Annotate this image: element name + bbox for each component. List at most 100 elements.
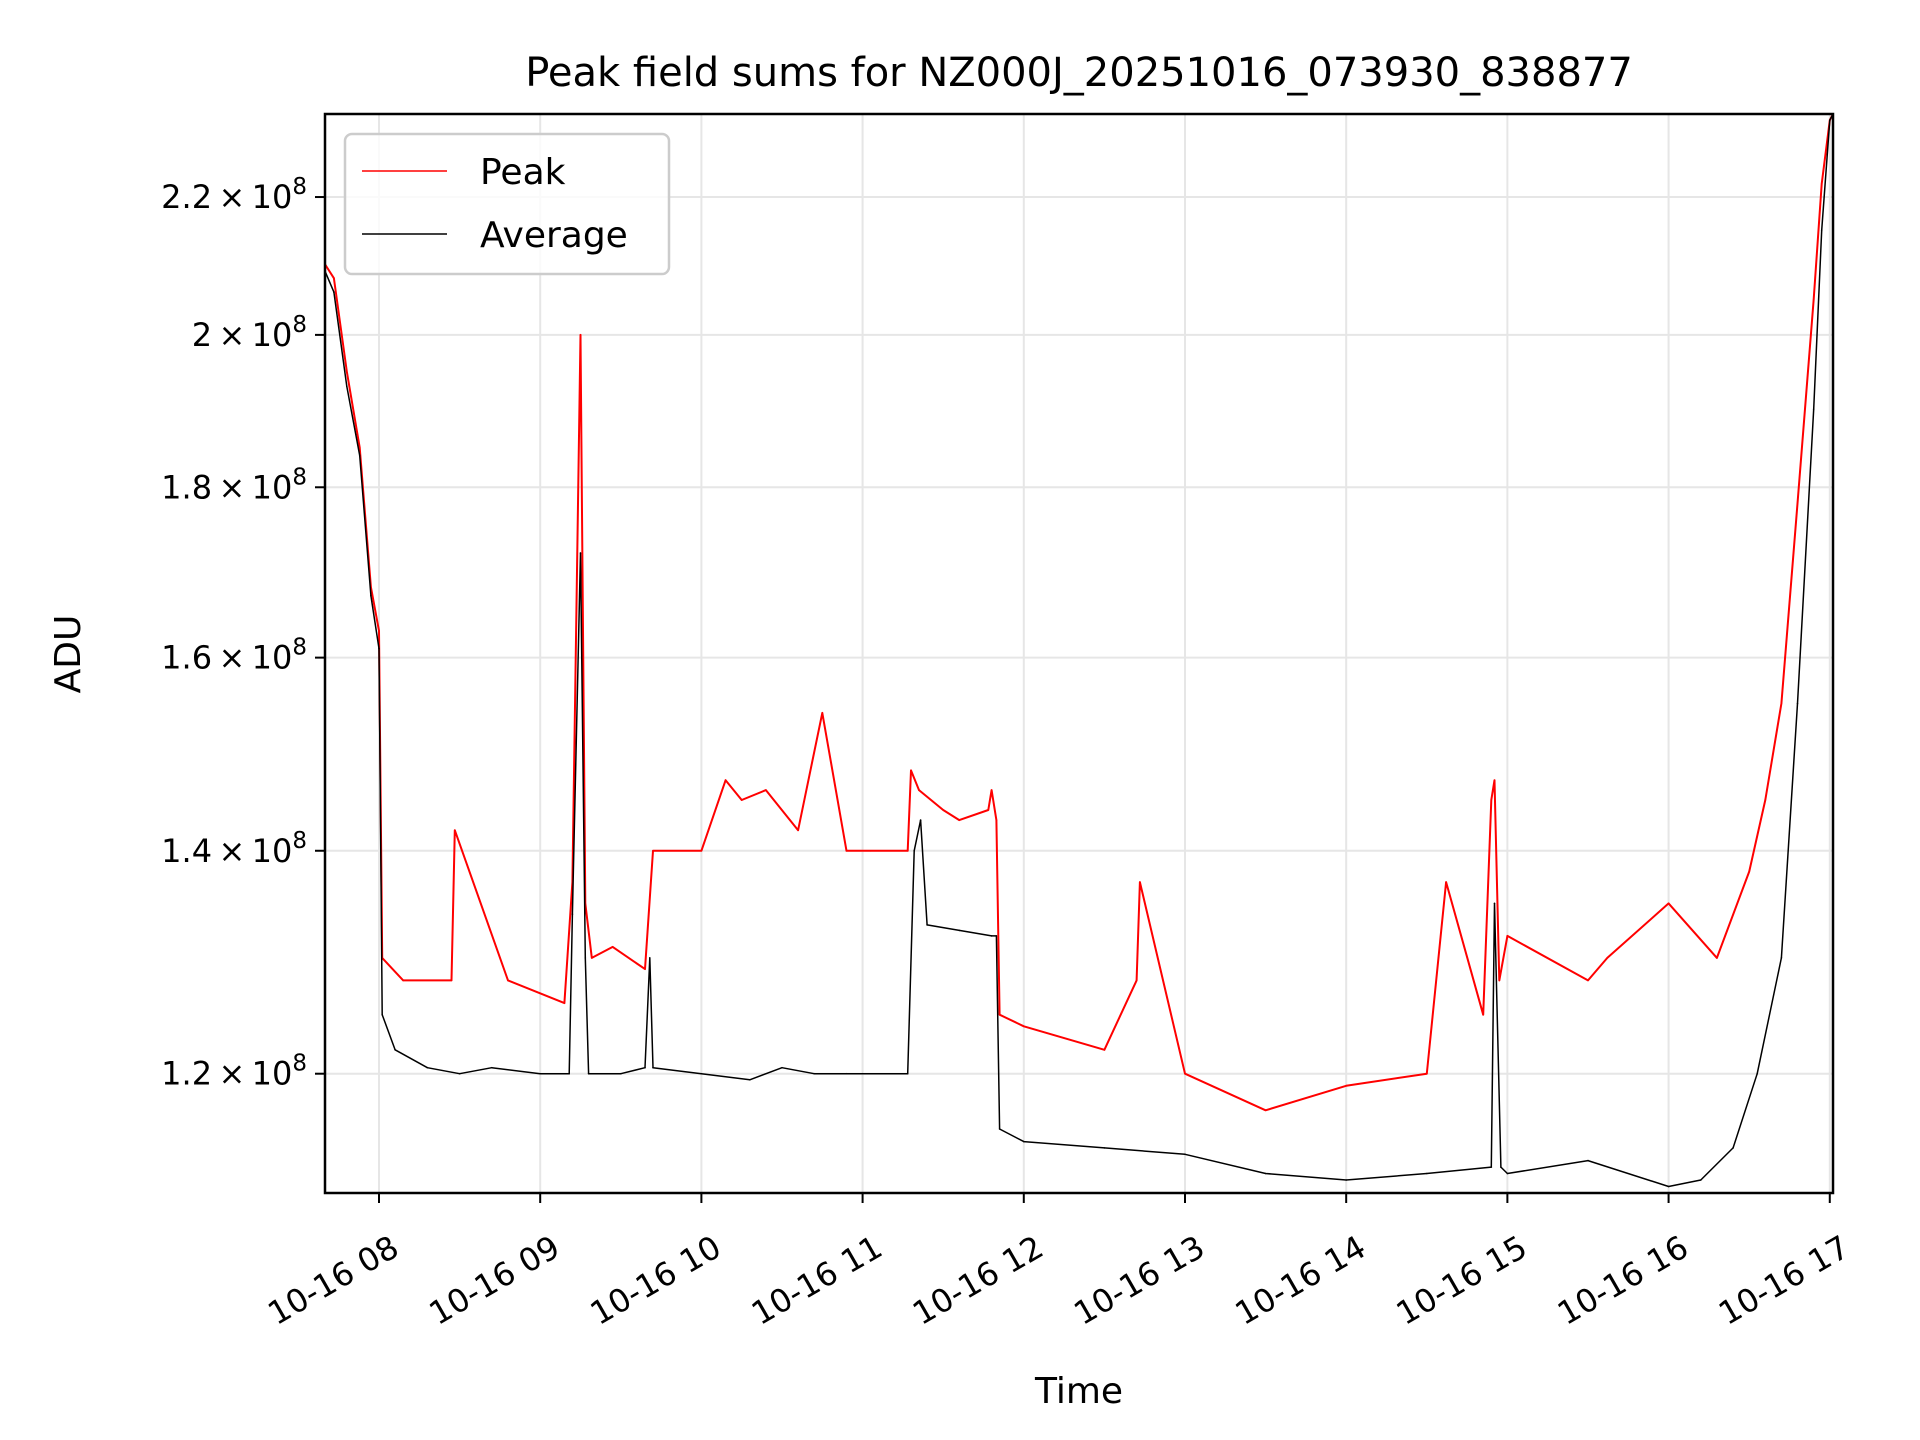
series-point-peak [378, 630, 380, 632]
series-point-average [346, 385, 348, 388]
series-point-average [1103, 1147, 1106, 1149]
series-point-average [995, 935, 998, 937]
series-point-peak [845, 850, 848, 852]
y-axis: 1.2 × 108 1.4 × 108 1.6 × 108 1.8 × 108 2 × … [161, 174, 325, 1093]
series-point-average [1490, 1166, 1493, 1168]
series-point-average [1829, 119, 1831, 121]
series-point-average [1023, 1140, 1025, 1143]
series-point-peak [450, 979, 453, 982]
series-point-average [1493, 902, 1496, 905]
series-point-peak [579, 334, 582, 336]
series-point-peak [1139, 881, 1141, 883]
legend-average-label: Average [480, 215, 628, 256]
series-point-peak [507, 979, 509, 982]
series-point-average [394, 1049, 396, 1051]
series-point-peak [1184, 1072, 1186, 1075]
series-point-peak [1498, 979, 1501, 982]
series-point-average [1780, 957, 1783, 959]
series-line-peak [325, 114, 1833, 1112]
series-point-average [1506, 1172, 1509, 1175]
series-point-peak [990, 789, 993, 791]
series-point-average [584, 957, 587, 959]
series-point-peak [1345, 1085, 1347, 1087]
series-point-average [539, 1072, 541, 1075]
legend-box [343, 132, 671, 276]
series-point-peak [1796, 502, 1799, 505]
series-point-average [926, 924, 928, 926]
series-point-peak [1667, 902, 1670, 905]
series-point-average [579, 552, 582, 554]
series-point-average [358, 454, 361, 457]
chart-title: Peak field sums for NZ000J_20251016_0739… [525, 50, 1633, 96]
y-tick-label: 1.6 × 108 [161, 635, 307, 677]
series-line-average [325, 114, 1833, 1188]
series-point-peak [740, 799, 743, 801]
series-point-peak [724, 779, 727, 781]
series-point-average [813, 1072, 815, 1075]
series-point-peak [1264, 1109, 1267, 1112]
series-point-peak [454, 829, 456, 831]
series-point-peak [1023, 1025, 1025, 1028]
legend-peak-label: Peak [480, 152, 566, 193]
series-point-average [998, 1128, 1001, 1130]
legend: Peak Average [343, 132, 671, 276]
y-tick-label: 2.2 × 108 [161, 174, 307, 216]
series-point-average [458, 1072, 461, 1075]
series-point-peak [1506, 935, 1509, 937]
series-point-peak [1764, 799, 1767, 801]
series-point-average [1264, 1172, 1267, 1175]
series-point-average [1796, 702, 1799, 705]
series-point-average [1587, 1159, 1589, 1162]
series-point-peak [700, 850, 703, 852]
series-point-peak [591, 957, 593, 959]
y-tick-label: 1.8 × 108 [161, 464, 307, 506]
series-point-peak [987, 809, 990, 811]
series-point-average [587, 1072, 590, 1075]
series-point-average [378, 647, 380, 650]
y-tick-label: 1.4 × 108 [161, 828, 307, 870]
series-point-peak [1445, 881, 1447, 883]
series-point-peak [797, 829, 799, 831]
series-point-peak [958, 819, 961, 821]
series-point-average [1184, 1153, 1186, 1156]
series-point-average [781, 1066, 783, 1069]
series-point-peak [402, 979, 405, 982]
series-point-average [990, 935, 993, 937]
series-point-peak [995, 819, 998, 821]
series-point-peak [1748, 870, 1750, 873]
series-point-average [1667, 1185, 1670, 1188]
series-point-average [333, 291, 335, 293]
series-point-average [568, 1072, 570, 1075]
series-point-average [426, 1066, 429, 1069]
series-point-peak [1135, 979, 1138, 982]
series-point-peak [1820, 183, 1823, 185]
series-point-average [919, 819, 922, 821]
series-point-peak [906, 850, 909, 852]
series-point-peak [765, 789, 767, 791]
series-point-peak [358, 446, 361, 449]
series-point-peak [869, 850, 872, 852]
series-point-average [1500, 1166, 1502, 1168]
series-point-peak [1490, 799, 1493, 801]
series-point-average [1732, 1147, 1734, 1149]
series-point-peak [1716, 957, 1718, 959]
series-point-average [370, 594, 372, 597]
series-point-peak [1103, 1049, 1106, 1051]
series-point-peak [1482, 1013, 1484, 1016]
series-point-peak [1493, 779, 1496, 781]
series-point-peak [346, 370, 348, 373]
plot-frame [323, 112, 1835, 1195]
series-point-peak [611, 946, 614, 948]
series-point-average [644, 1066, 646, 1069]
y-tick-label: 1.2 × 108 [161, 1051, 307, 1093]
series-point-peak [1606, 957, 1609, 959]
series-point-peak [998, 1013, 1001, 1016]
series-point-peak [910, 769, 912, 772]
series-point-average [913, 850, 915, 852]
series-point-peak [333, 277, 335, 280]
series-point-average [381, 1013, 384, 1016]
y-axis-label: ADU [48, 615, 89, 694]
series-point-peak [644, 968, 646, 970]
